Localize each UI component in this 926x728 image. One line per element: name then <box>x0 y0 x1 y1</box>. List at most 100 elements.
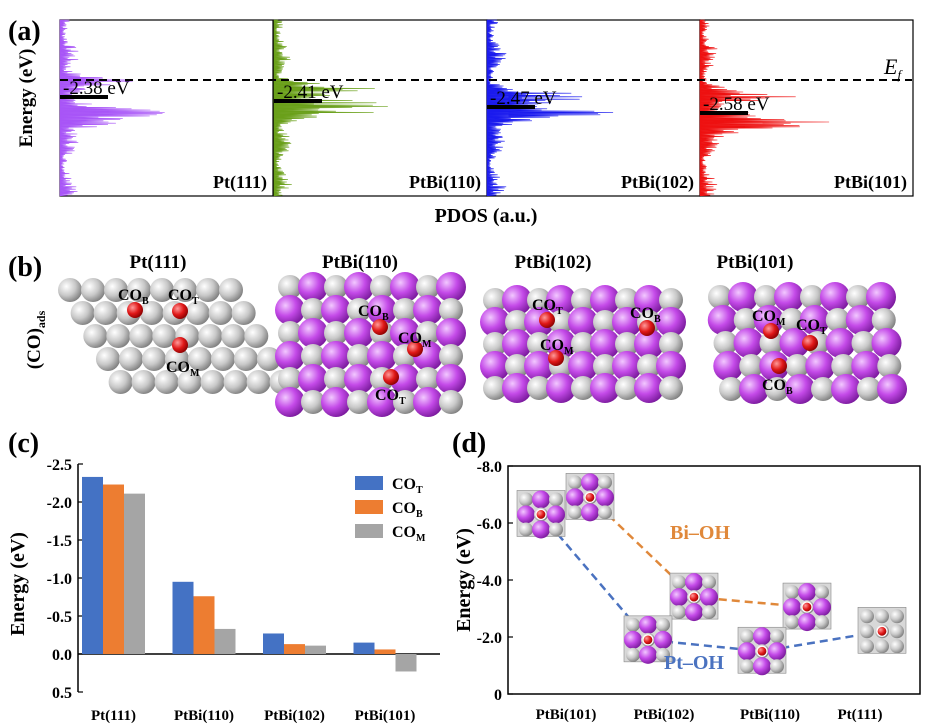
legend-label: COT <box>392 476 423 496</box>
pt-atom <box>416 321 440 345</box>
x-tick-label: PtBi(102) <box>264 708 325 724</box>
pdos-curve <box>59 19 165 197</box>
bar <box>193 596 215 654</box>
pt-atom <box>104 278 128 302</box>
bi-atom <box>480 307 510 337</box>
pt-atom <box>800 285 824 309</box>
site-thumbnail <box>669 572 719 622</box>
pt-atom <box>593 354 617 378</box>
co-adsorbate <box>771 358 787 374</box>
fermi-label: Ef <box>883 54 903 82</box>
bi-atom <box>502 329 532 359</box>
pt-atom <box>393 390 417 414</box>
co-adsorbate <box>639 320 655 336</box>
co-site-label: COT <box>796 317 827 337</box>
y-tick-label: -8.0 <box>477 459 502 476</box>
bi-atom <box>298 318 328 348</box>
structure-title: Pt(111) <box>130 252 187 273</box>
co-site-label: COB <box>630 305 661 325</box>
structure: PtBi(101) COM COT COB <box>707 252 908 404</box>
bi-atom <box>871 328 902 358</box>
d-band-center-label: -2.41 eV <box>277 82 344 103</box>
pdos-panel: -2.41 eV PtBi(110) <box>273 19 488 197</box>
pt-atom <box>571 288 595 312</box>
bi-atom <box>275 341 305 371</box>
bi-atom <box>590 329 620 359</box>
bi-atom <box>413 295 443 325</box>
pt-atom <box>246 370 271 394</box>
bar <box>305 645 326 654</box>
pt-atom <box>347 390 371 414</box>
pt-atom <box>708 285 732 309</box>
pt-atom <box>785 354 810 378</box>
pt-atom <box>659 332 683 356</box>
co-adsorbate <box>172 303 188 319</box>
pt-atom <box>347 298 371 322</box>
pt-atom <box>129 324 154 348</box>
pt-atom <box>857 377 882 401</box>
bi-atom <box>546 285 576 315</box>
bi-atom <box>774 282 804 312</box>
legend-swatch <box>355 500 383 514</box>
pt-atom <box>185 301 210 325</box>
bi-atom <box>344 272 374 302</box>
pt-atom <box>571 376 595 400</box>
pt-atom <box>527 332 551 356</box>
bi-atom <box>436 318 466 348</box>
pt-atom <box>615 332 639 356</box>
pt-atom <box>187 347 212 371</box>
panel-b-label: (b) <box>8 252 42 283</box>
line-chart-d: 0 -2.0 -4.0 -6.0 -8.0 PtBi(101) PtBi(102) PtBi(… <box>477 459 921 723</box>
legend-label: COB <box>392 500 423 520</box>
bi-atom <box>275 295 305 325</box>
pt-atom <box>825 308 850 332</box>
site-thumbnail-pt111 <box>857 606 907 654</box>
structure-title: PtBi(110) <box>322 252 398 273</box>
pt-atom <box>765 377 790 401</box>
bi-atom <box>612 307 642 337</box>
pdos-panel: -2.58 eV PtBi(101) <box>699 19 914 197</box>
pt-atom <box>637 354 661 378</box>
y-tick-label: -4.0 <box>477 573 502 590</box>
bi-atom <box>866 282 896 312</box>
pt-atom <box>851 331 876 355</box>
pt-atom <box>393 298 417 322</box>
bar <box>82 476 103 654</box>
bi-atom <box>275 387 305 417</box>
pt-atom <box>593 310 617 334</box>
pt-atom <box>324 275 348 299</box>
pt-atom <box>196 278 220 302</box>
bi-atom <box>321 387 351 417</box>
panel-c-label: (c) <box>8 428 39 459</box>
panel-c-ylabel: Energy (eV) <box>7 532 29 636</box>
panel-a-label: (a) <box>8 16 41 47</box>
pdos-curve <box>699 19 830 197</box>
pt-atom <box>483 332 507 356</box>
y-tick-label: -0.5 <box>47 609 72 626</box>
pt-atom <box>81 278 105 302</box>
y-tick-label: -2.5 <box>47 457 72 474</box>
pt-atom <box>505 310 529 334</box>
pt-atom <box>301 344 325 368</box>
x-tick-label: PtBi(110) <box>174 708 234 724</box>
pt-atom <box>416 367 440 391</box>
bar <box>284 644 305 654</box>
pt-atom <box>659 376 683 400</box>
pt-atom <box>483 376 507 400</box>
pt-atom <box>219 278 243 302</box>
bi-atom <box>390 272 420 302</box>
pt-atom <box>83 324 108 348</box>
bi-atom <box>390 364 420 394</box>
structure-title: PtBi(101) <box>716 252 793 273</box>
pt-atom <box>173 278 197 302</box>
structure: Pt(111) COB COT COM <box>58 252 294 394</box>
co-site-label: COT <box>168 287 199 307</box>
co-adsorbate <box>539 312 555 328</box>
co-site-label: COB <box>358 303 389 323</box>
pt-atom <box>221 324 246 348</box>
co-adsorbate <box>548 350 564 366</box>
structure: PtBi(110) COB COM COT <box>275 252 466 417</box>
pt-atom <box>877 354 902 378</box>
bi-atom <box>298 272 328 302</box>
